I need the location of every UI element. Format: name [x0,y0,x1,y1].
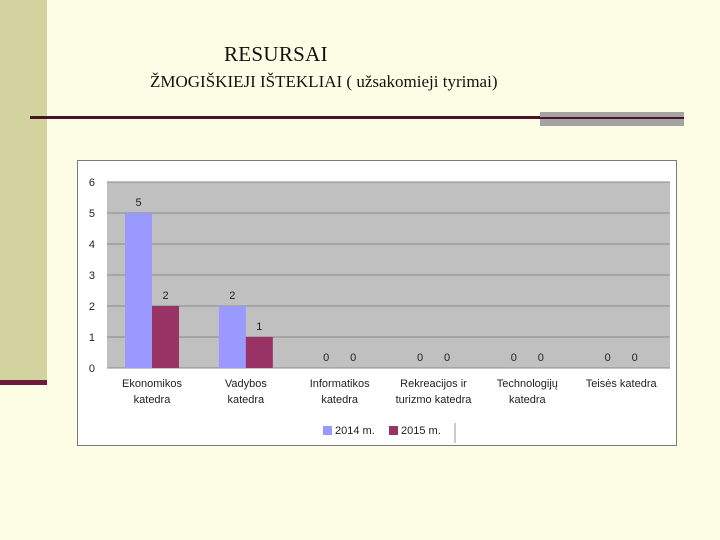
x-tick-label: katedra [227,394,265,406]
bar [125,213,152,368]
legend-swatch [323,426,332,435]
y-tick-label: 5 [89,208,95,220]
legend-label: 2014 m. [335,425,375,437]
bar-chart: 0 1 2 3 4 5 6 5 2 0 0 0 0 2 1 0 0 0 0 Ekonomikos katedra Vady… [89,177,670,443]
legend-label: 2015 m. [401,425,441,437]
bar [218,306,246,368]
title-rule-accent [540,112,684,126]
y-tick-label: 6 [89,177,95,189]
x-tick-label: Rekreacijos ir [400,378,467,390]
y-tick-label: 4 [89,239,95,251]
data-label: 0 [511,352,517,364]
title-rule-accent-line [540,117,684,119]
y-tick-label: 3 [89,270,95,282]
slide-title: RESURSAI [224,42,328,66]
data-label: 0 [444,352,450,364]
chart-container: 0 1 2 3 4 5 6 5 2 0 0 0 0 2 1 0 0 0 0 Ekonomikos katedra Vady… [77,160,677,446]
x-tick-label: Vadybos [225,378,267,390]
data-label: 0 [417,352,423,364]
x-tick-label: Teisės katedra [586,378,658,390]
slide-subtitle: ŽMOGIŠKIEJI IŠTEKLIAI ( užsakomieji tyri… [150,72,498,91]
data-label: 0 [605,352,611,364]
x-tick-label: turizmo katedra [396,394,473,406]
title-rule [30,116,540,119]
bar [152,306,179,368]
left-accent-bar-edge [0,380,47,385]
data-label: 2 [229,290,235,302]
left-accent-bar [0,0,47,380]
data-label: 0 [538,352,544,364]
x-tick-label: katedra [321,394,359,406]
x-tick-label: Technologijų [497,378,558,390]
x-tick-label: Ekonomikos [122,378,182,390]
x-tick-label: katedra [509,394,547,406]
data-label: 0 [323,352,329,364]
x-tick-label: katedra [134,394,172,406]
bar [245,337,273,368]
data-label: 0 [632,352,638,364]
y-tick-label: 0 [89,363,95,375]
legend-swatch [389,426,398,435]
x-tick-label: Informatikos [310,378,370,390]
data-label: 1 [256,321,262,333]
data-label: 5 [135,197,141,209]
y-tick-label: 2 [89,301,95,313]
data-label: 2 [162,290,168,302]
y-tick-label: 1 [89,332,95,344]
data-label: 0 [350,352,356,364]
